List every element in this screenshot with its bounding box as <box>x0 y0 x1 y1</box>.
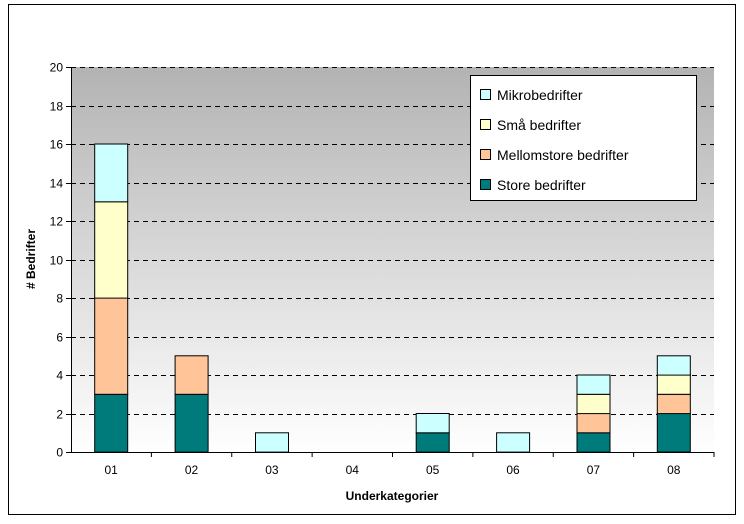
bar-segment <box>174 393 209 453</box>
bar-segment <box>656 413 691 453</box>
bar-segment <box>576 432 611 453</box>
bar-segment <box>94 201 129 299</box>
legend-label: Små bedrifter <box>497 117 581 133</box>
bar-segment <box>94 143 129 203</box>
x-tick-label: 07 <box>587 463 601 477</box>
bar-segment <box>94 297 129 395</box>
legend: Mikrobedrifter Små bedrifter Mellomstore b… <box>470 75 697 201</box>
bar-segment <box>576 413 611 434</box>
y-tick-label: 20 <box>50 61 64 75</box>
y-tick-label: 8 <box>56 292 63 306</box>
x-tick-label: 04 <box>346 463 360 477</box>
bar-segment <box>496 432 531 453</box>
y-tick-label: 4 <box>56 369 63 383</box>
x-tick-label: 08 <box>667 463 681 477</box>
y-tick-label: 10 <box>50 254 64 268</box>
bar-segment <box>415 413 450 434</box>
bar-segment <box>656 393 691 415</box>
legend-label: Mellomstore bedrifter <box>497 147 629 163</box>
bar-segment <box>415 432 450 453</box>
y-tick-label: 12 <box>50 215 64 229</box>
x-axis-title: Underkategorier <box>346 489 439 503</box>
bar-segment <box>576 374 611 395</box>
bar-segment <box>255 432 289 453</box>
bar-segment <box>94 393 129 453</box>
y-axis-title: # Bedrifter <box>24 229 38 289</box>
legend-box <box>470 75 697 201</box>
y-tick-label: 0 <box>56 446 63 460</box>
x-tick-label: 03 <box>265 463 279 477</box>
legend-swatch <box>480 149 491 160</box>
bar-segment <box>174 355 209 395</box>
legend-swatch <box>480 179 491 190</box>
y-tick-label: 2 <box>56 408 63 422</box>
legend-label: Mikrobedrifter <box>497 87 583 103</box>
x-tick-label: 05 <box>426 463 440 477</box>
x-tick-label: 01 <box>105 463 119 477</box>
x-tick-label: 02 <box>185 463 199 477</box>
bar-segment <box>576 393 611 415</box>
legend-swatch <box>480 119 491 130</box>
legend-label: Store bedrifter <box>497 177 586 193</box>
y-tick-label: 16 <box>50 138 64 152</box>
bar-segment <box>656 355 691 376</box>
y-tick-label: 6 <box>56 331 63 345</box>
y-tick-label: 14 <box>50 177 64 191</box>
bar-segment <box>656 374 691 395</box>
legend-swatch <box>480 89 491 100</box>
x-tick-label: 06 <box>506 463 520 477</box>
y-tick-label: 18 <box>50 100 64 114</box>
